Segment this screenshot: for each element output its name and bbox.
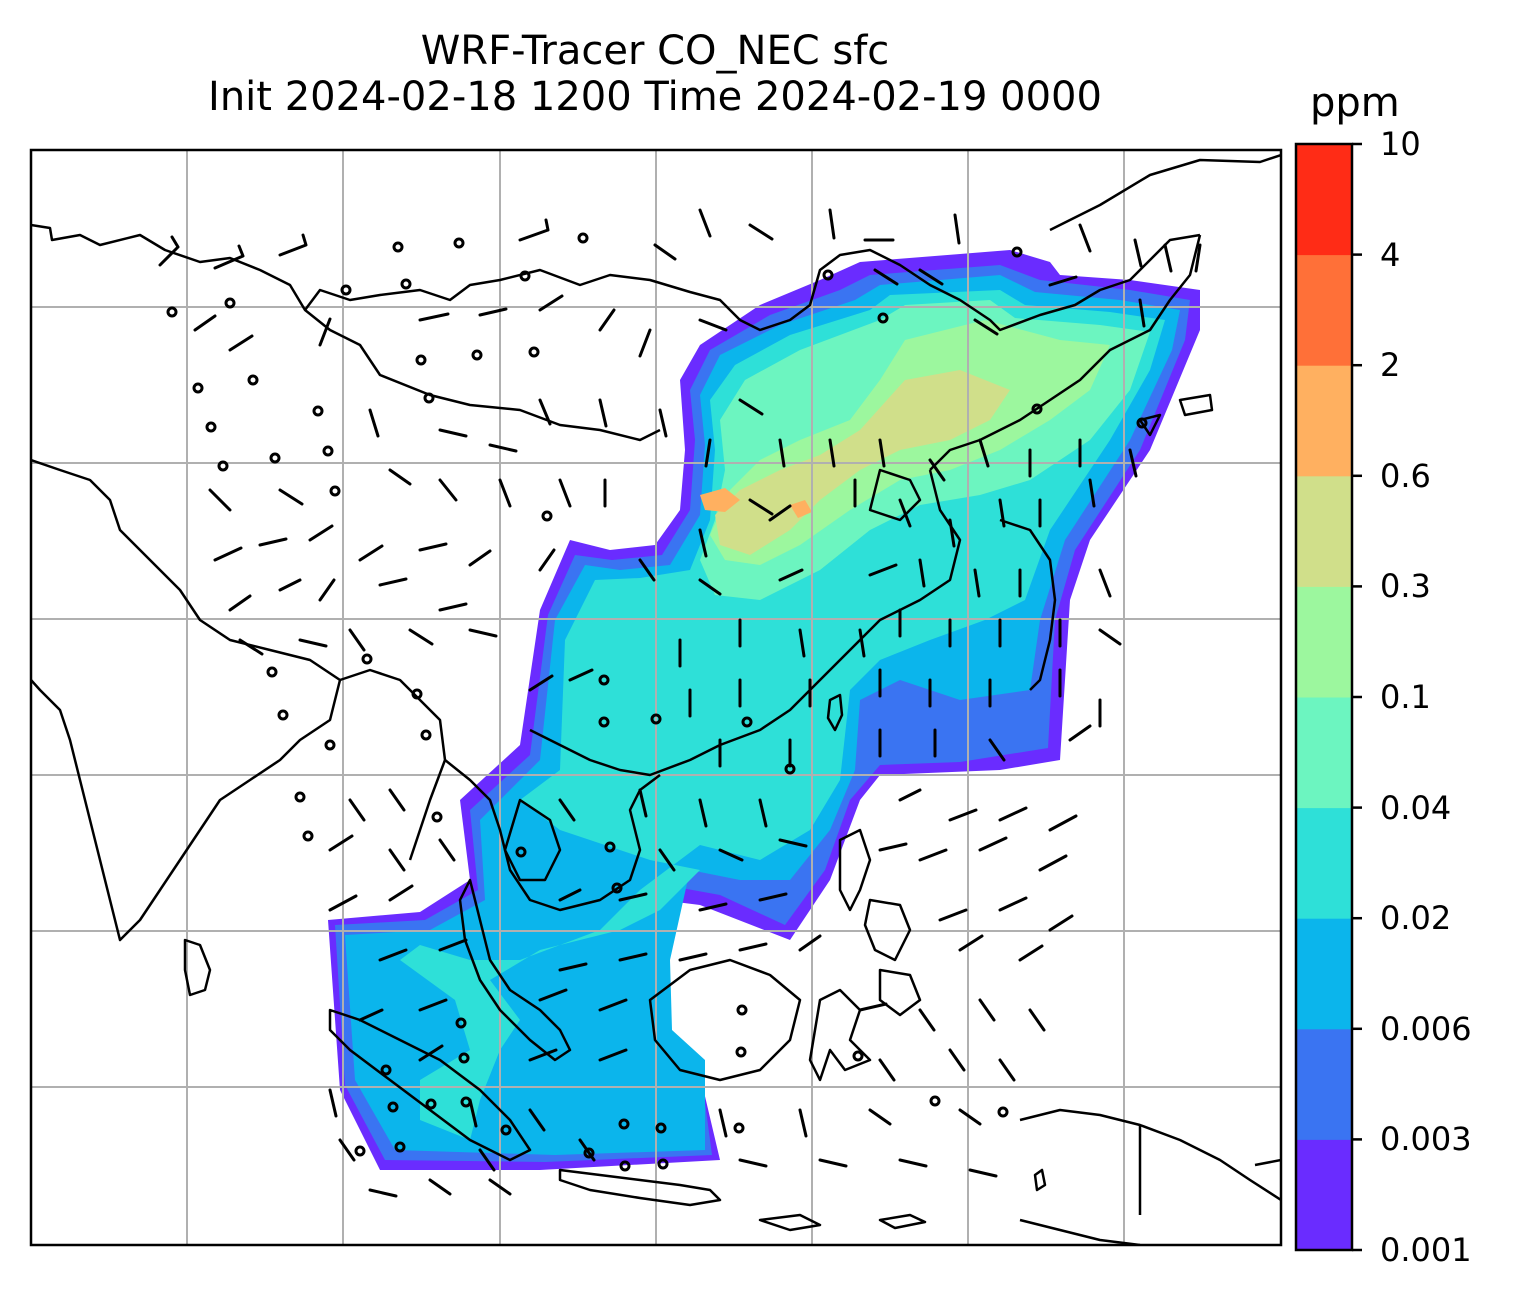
colorbar-tick-label: 4 — [1380, 235, 1401, 274]
colorbar-tick-label: 10 — [1380, 125, 1421, 163]
wind-barbs — [158, 208, 1202, 1198]
co-band-0.6 — [700, 488, 740, 512]
colorbar-segment — [1296, 807, 1352, 919]
map-axes-content — [31, 150, 1281, 1245]
title-line-1: WRF-Tracer CO_NEC sfc — [420, 28, 890, 74]
colorbar-tick-label: 0.001 — [1380, 1231, 1472, 1269]
colorbar-segment — [1296, 254, 1352, 366]
colorbar-segment — [1296, 1028, 1352, 1140]
colorbar-segment — [1296, 475, 1352, 587]
colorbar-tick-label: 2 — [1380, 346, 1401, 385]
colorbar-segment — [1296, 144, 1352, 256]
gridlines — [31, 150, 1281, 1245]
co-band-0.6-b — [790, 500, 812, 518]
colorbar-unit: ppm — [1310, 80, 1400, 126]
colorbar-segment — [1296, 918, 1352, 1030]
colorbar-tick-label: 0.003 — [1380, 1120, 1472, 1159]
colorbar — [1294, 142, 1362, 1252]
title-line-2: Init 2024-02-18 1200 Time 2024-02-19 000… — [208, 74, 1102, 120]
colorbar-segment — [1296, 697, 1352, 809]
calm-wind-markers — [166, 232, 1148, 1172]
colorbar-tick-label: 0.3 — [1380, 567, 1431, 606]
colorbar-segment — [1296, 1139, 1352, 1251]
map-frame — [29, 148, 1283, 1247]
colorbar-tick-label: 0.02 — [1380, 899, 1452, 938]
colorbar-tick-label: 0.1 — [1380, 678, 1431, 716]
colorbar-tick-label: 0.6 — [1380, 456, 1431, 495]
map-title: WRF-Tracer CO_NEC sfc Init 2024-02-18 12… — [30, 28, 1280, 120]
colorbar-segment — [1296, 365, 1352, 477]
colorbar-tick-label: 0.04 — [1380, 788, 1452, 827]
colorbar-tick-label: 0.006 — [1380, 1009, 1472, 1048]
colorbar-segment — [1296, 586, 1352, 698]
coastlines — [31, 153, 1281, 1245]
